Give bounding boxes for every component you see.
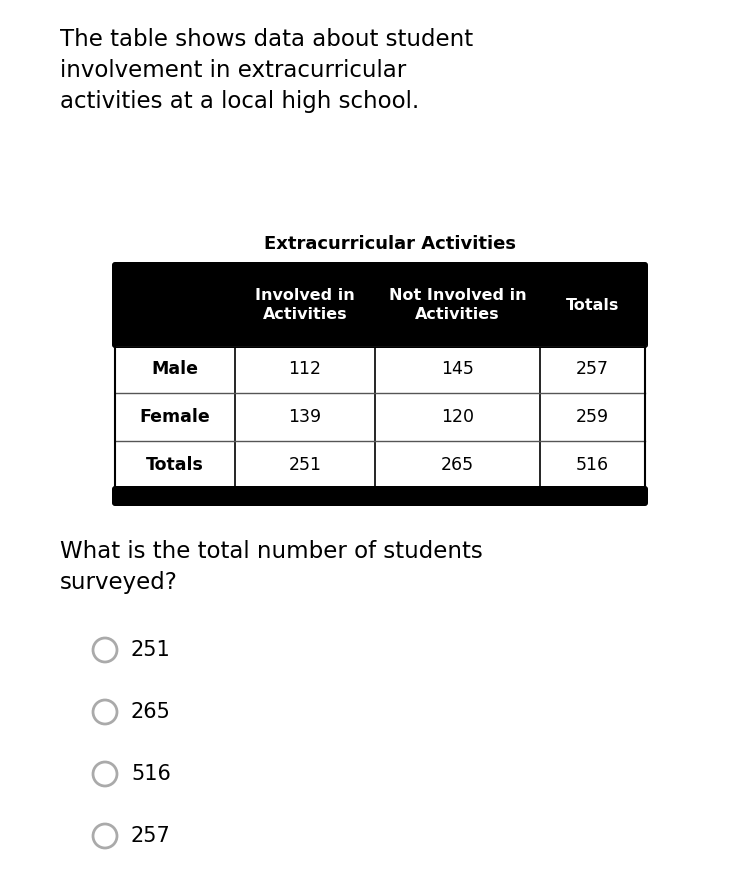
Text: Not Involved in
Activities: Not Involved in Activities [388, 288, 526, 322]
Text: 251: 251 [131, 640, 171, 660]
Text: 257: 257 [131, 826, 171, 846]
FancyBboxPatch shape [112, 262, 648, 348]
Bar [115, 305, 645, 345]
Text: What is the total number of students
surveyed?: What is the total number of students sur… [60, 540, 483, 594]
Text: Totals: Totals [566, 298, 620, 312]
Text: 257: 257 [576, 360, 609, 378]
Text: 516: 516 [131, 764, 171, 784]
Text: Female: Female [140, 408, 210, 426]
Text: Male: Male [152, 360, 199, 378]
Text: 265: 265 [441, 456, 474, 474]
Text: Totals: Totals [146, 456, 204, 474]
Text: 516: 516 [576, 456, 609, 474]
Text: 145: 145 [441, 360, 474, 378]
Text: 112: 112 [289, 360, 322, 378]
FancyBboxPatch shape [112, 486, 648, 506]
Text: 120: 120 [441, 408, 474, 426]
Bar [115, 496, 645, 503]
Text: 251: 251 [289, 456, 322, 474]
Text: The table shows data about student
involvement in extracurricular
activities at : The table shows data about student invol… [60, 28, 473, 113]
Text: 265: 265 [131, 702, 171, 722]
Text: Extracurricular Activities: Extracurricular Activities [264, 235, 516, 253]
Text: 259: 259 [576, 408, 609, 426]
Text: Involved in
Activities: Involved in Activities [255, 288, 355, 322]
Text: 139: 139 [289, 408, 322, 426]
